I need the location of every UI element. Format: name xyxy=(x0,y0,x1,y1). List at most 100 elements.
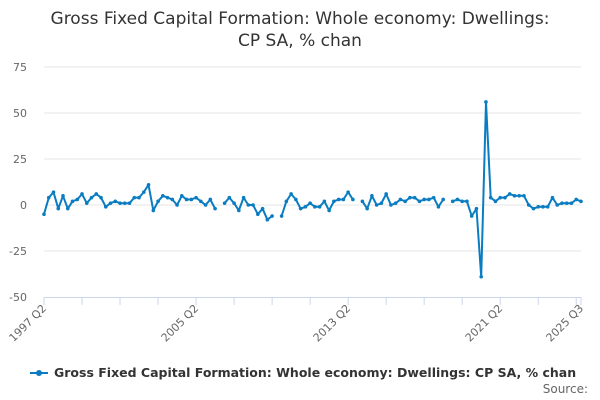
data-point xyxy=(545,205,550,209)
data-point xyxy=(379,201,384,205)
data-point xyxy=(526,203,531,207)
data-point xyxy=(317,205,322,209)
data-point xyxy=(417,199,422,204)
data-point xyxy=(194,195,198,200)
data-point xyxy=(103,205,108,209)
x-tick-label: 2021 Q2 xyxy=(463,302,506,345)
data-point xyxy=(503,195,507,200)
data-point xyxy=(455,197,460,202)
data-point xyxy=(360,199,365,204)
data-point xyxy=(560,201,564,205)
data-point xyxy=(137,195,141,200)
data-point xyxy=(84,201,89,205)
data-point xyxy=(208,197,213,202)
data-point xyxy=(122,201,127,205)
data-point xyxy=(403,199,407,204)
data-point xyxy=(484,100,488,104)
data-point xyxy=(184,197,189,202)
data-point xyxy=(70,199,75,204)
y-tick-label: 50 xyxy=(13,107,27,120)
data-point xyxy=(531,206,536,211)
y-tick-label: 0 xyxy=(20,199,27,212)
data-point xyxy=(308,201,312,205)
data-point xyxy=(80,192,84,196)
y-tick-label: 25 xyxy=(13,153,27,166)
data-point xyxy=(175,203,179,207)
data-point xyxy=(94,192,99,196)
data-point xyxy=(398,197,403,202)
data-point xyxy=(61,194,65,198)
data-point xyxy=(89,195,94,200)
data-point xyxy=(370,194,374,198)
data-point xyxy=(51,190,56,194)
data-point xyxy=(460,199,464,204)
data-point xyxy=(279,214,284,218)
data-point xyxy=(512,194,517,198)
data-point xyxy=(132,195,137,200)
source-label: Source: xyxy=(542,382,588,396)
data-point xyxy=(346,190,350,194)
data-point xyxy=(284,199,289,204)
data-point xyxy=(574,197,579,202)
data-point xyxy=(203,203,208,207)
legend-item[interactable]: Gross Fixed Capital Formation: Whole eco… xyxy=(30,365,576,380)
data-point xyxy=(289,192,293,196)
data-point xyxy=(127,201,132,205)
data-point xyxy=(199,199,203,204)
data-point xyxy=(170,197,175,202)
legend-label: Gross Fixed Capital Formation: Whole eco… xyxy=(54,365,577,380)
data-point xyxy=(180,194,184,198)
data-point xyxy=(469,214,474,218)
x-tick-label: 2005 Q2 xyxy=(159,302,202,345)
data-point xyxy=(251,203,255,207)
data-point xyxy=(303,205,308,209)
data-point xyxy=(42,212,46,216)
data-point xyxy=(507,192,512,196)
data-point xyxy=(427,197,431,202)
data-point xyxy=(536,205,541,209)
data-point xyxy=(161,194,165,198)
data-point xyxy=(341,197,346,202)
data-point xyxy=(141,190,146,194)
data-point xyxy=(56,206,61,211)
data-point xyxy=(569,201,574,205)
y-tick-label: -25 xyxy=(9,245,27,258)
chart-title: Gross Fixed Capital Formation: Whole eco… xyxy=(50,9,550,51)
data-point xyxy=(488,195,493,200)
data-point xyxy=(332,199,336,204)
data-point xyxy=(118,201,122,205)
data-point xyxy=(393,201,398,205)
data-point xyxy=(493,199,498,204)
data-point xyxy=(113,199,118,204)
data-point xyxy=(579,199,583,204)
data-point xyxy=(241,195,246,200)
data-point xyxy=(151,208,156,213)
data-point xyxy=(99,195,103,200)
data-point xyxy=(436,205,441,209)
data-point xyxy=(365,206,369,211)
data-point xyxy=(422,197,426,202)
data-point xyxy=(46,195,51,200)
data-point xyxy=(384,192,388,196)
data-point xyxy=(441,197,445,202)
data-point xyxy=(465,199,469,204)
data-point xyxy=(517,194,522,198)
data-point xyxy=(313,205,317,209)
data-point xyxy=(550,195,555,200)
data-point xyxy=(450,199,455,204)
data-point xyxy=(232,201,236,205)
y-tick-label: -50 xyxy=(9,291,27,304)
data-point xyxy=(374,203,379,207)
data-point xyxy=(265,217,270,222)
data-point xyxy=(222,201,227,205)
data-point xyxy=(322,199,327,204)
y-tick-label: 75 xyxy=(13,61,27,74)
data-point xyxy=(298,206,303,211)
data-point xyxy=(389,203,393,207)
data-point xyxy=(555,203,560,207)
data-point xyxy=(474,206,479,211)
data-point xyxy=(146,182,151,187)
data-point xyxy=(522,194,526,198)
x-tick-label: 2013 Q2 xyxy=(311,302,354,345)
